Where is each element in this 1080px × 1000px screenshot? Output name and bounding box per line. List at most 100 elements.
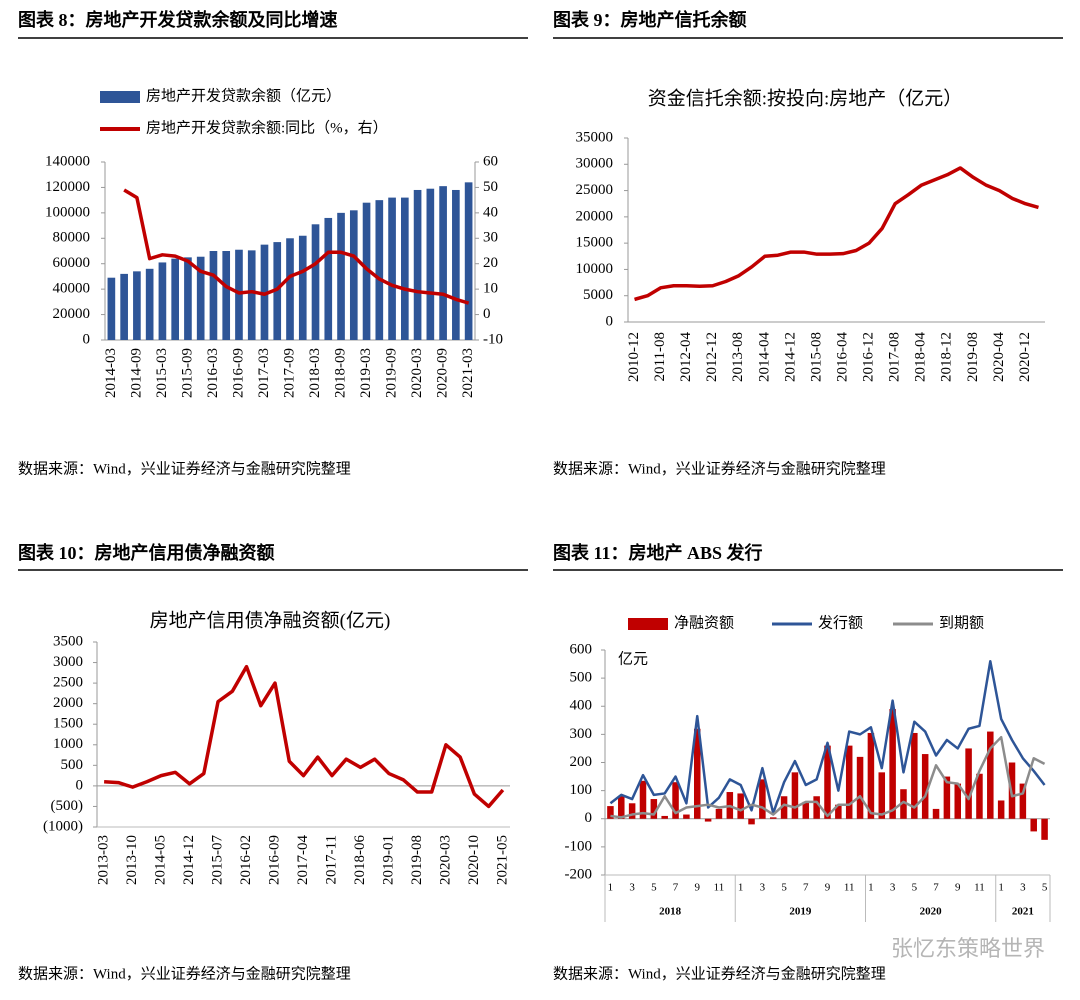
x-tick-label: 2018-12 bbox=[939, 332, 955, 382]
x-tick-label: 2016-03 bbox=[205, 348, 221, 398]
x-tick-label: 9 bbox=[695, 882, 701, 894]
y-tick-label: 100 bbox=[570, 782, 593, 798]
y-tick-label: 3000 bbox=[53, 654, 83, 670]
bar bbox=[987, 731, 994, 819]
x-tick-label: 9 bbox=[825, 882, 831, 894]
y-tick-label: 0 bbox=[76, 777, 84, 793]
bar bbox=[791, 772, 799, 819]
bar bbox=[900, 789, 907, 819]
bar bbox=[835, 804, 842, 819]
bar bbox=[120, 273, 128, 340]
x-tick-label: 2018-04 bbox=[913, 332, 929, 382]
legend-swatch bbox=[100, 91, 140, 103]
bar bbox=[413, 189, 422, 340]
x-tick-label: 2013-08 bbox=[730, 332, 746, 382]
bar bbox=[375, 200, 384, 340]
x-tick-label: 1 bbox=[998, 882, 1004, 894]
x-tick-label: 2011-08 bbox=[652, 332, 668, 381]
bar bbox=[439, 186, 447, 340]
year-label: 2018 bbox=[659, 906, 682, 918]
line-series bbox=[123, 188, 470, 305]
x-tick-label: 2019-01 bbox=[380, 835, 396, 885]
bar bbox=[158, 262, 167, 340]
source-note: 数据来源：Wind，兴业证券经济与金融研究院整理 bbox=[553, 964, 886, 982]
x-tick-label: 7 bbox=[933, 882, 939, 894]
y-tick-label: 200 bbox=[570, 754, 593, 770]
x-tick-label: 2017-03 bbox=[256, 348, 272, 398]
x-tick-label: 2018-09 bbox=[332, 348, 348, 398]
x-tick-label: 11 bbox=[974, 882, 985, 894]
bar bbox=[748, 818, 755, 825]
x-tick-label: 2017-09 bbox=[281, 348, 297, 398]
bar bbox=[802, 801, 810, 819]
y-tick-label: 35000 bbox=[576, 129, 614, 145]
bar bbox=[1030, 818, 1037, 832]
y-tick-label: 5000 bbox=[583, 287, 613, 303]
chart-title: 资金信托余额:按投向:房地产（亿元） bbox=[648, 87, 963, 109]
bar bbox=[452, 189, 460, 340]
line-series bbox=[609, 660, 1046, 815]
bar bbox=[311, 224, 320, 340]
x-tick-label: 5 bbox=[1042, 882, 1048, 894]
bar bbox=[145, 268, 154, 340]
x-tick-label: 3 bbox=[629, 882, 635, 894]
bar bbox=[401, 197, 409, 340]
x-tick-label: 2016-09 bbox=[230, 348, 246, 398]
line-series bbox=[610, 735, 1046, 819]
x-tick-label: 2017-04 bbox=[295, 835, 311, 885]
y-tick-label: 30000 bbox=[576, 156, 614, 172]
source-note: 数据来源：Wind，兴业证券经济与金融研究院整理 bbox=[18, 459, 351, 477]
bar bbox=[650, 799, 658, 819]
y2-tick-label: 40 bbox=[483, 204, 498, 220]
bar bbox=[349, 210, 358, 340]
bar bbox=[388, 197, 396, 340]
bar bbox=[943, 776, 951, 819]
bar bbox=[196, 256, 205, 340]
bar bbox=[911, 732, 918, 819]
x-tick-label: 2015-03 bbox=[154, 348, 170, 398]
legend-swatch bbox=[628, 618, 668, 630]
year-label: 2019 bbox=[789, 906, 812, 918]
bar bbox=[683, 814, 690, 819]
x-tick-label: 2010-12 bbox=[626, 332, 642, 382]
x-tick-label: 2012-12 bbox=[704, 332, 720, 382]
x-tick-label: 2019-09 bbox=[384, 348, 400, 398]
bar bbox=[639, 780, 647, 819]
bar bbox=[932, 808, 940, 819]
bar bbox=[824, 745, 831, 819]
bar bbox=[813, 796, 820, 819]
figure-caption: 图表 10：房地产信用债净融资额 bbox=[18, 542, 275, 563]
legend-label: 房地产开发贷款余额:同比（%，右） bbox=[146, 118, 388, 136]
y-tick-label: 0 bbox=[83, 331, 91, 347]
x-tick-label: 2016-04 bbox=[834, 332, 850, 382]
bar bbox=[618, 796, 625, 819]
source-note: 数据来源：Wind，兴业证券经济与金融研究院整理 bbox=[18, 964, 351, 982]
bar bbox=[362, 202, 371, 340]
bar bbox=[661, 815, 668, 819]
y2-tick-label: 60 bbox=[483, 153, 498, 169]
x-tick-label: 2016-09 bbox=[266, 835, 282, 885]
x-tick-label: 2014-03 bbox=[103, 348, 119, 398]
bar bbox=[954, 783, 961, 819]
bar bbox=[184, 257, 192, 340]
x-tick-label: 2015-07 bbox=[209, 835, 225, 885]
bar bbox=[235, 249, 243, 340]
y-tick-label: 20000 bbox=[53, 306, 91, 322]
y-tick-label: 3500 bbox=[53, 633, 83, 649]
bar bbox=[1019, 783, 1027, 819]
bar bbox=[628, 803, 636, 819]
y-tick-label: 140000 bbox=[45, 153, 90, 169]
bar bbox=[704, 818, 712, 822]
x-tick-label: 2013-03 bbox=[96, 835, 112, 885]
bar bbox=[889, 709, 896, 819]
bar bbox=[965, 748, 972, 819]
x-tick-label: 2021-03 bbox=[460, 348, 476, 398]
bar bbox=[337, 212, 345, 340]
bar bbox=[878, 772, 886, 819]
y-tick-label: 2500 bbox=[53, 675, 83, 691]
bar bbox=[260, 244, 269, 340]
bar bbox=[247, 250, 256, 340]
bar bbox=[997, 800, 1005, 819]
y-tick-label: 40000 bbox=[53, 281, 91, 297]
y2-tick-label: -10 bbox=[483, 331, 503, 347]
